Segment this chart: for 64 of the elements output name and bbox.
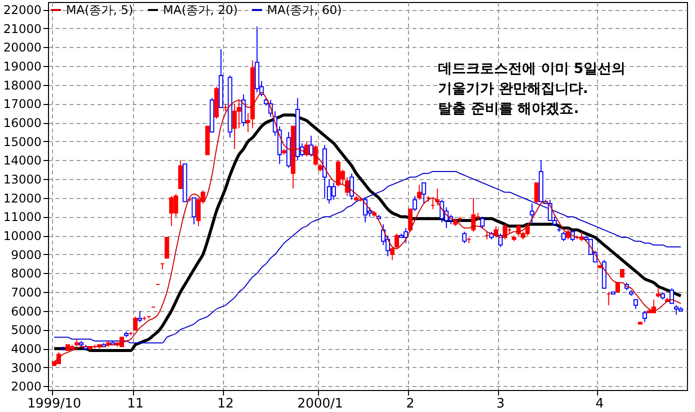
candlestick bbox=[534, 182, 539, 204]
candlestick bbox=[670, 288, 674, 304]
candlestick bbox=[422, 182, 426, 204]
x-tick-label: 1999/10 bbox=[27, 396, 82, 412]
candlestick bbox=[178, 160, 183, 189]
candlestick bbox=[394, 233, 400, 250]
candlestick bbox=[417, 184, 422, 200]
x-tick-label: 2 bbox=[406, 396, 414, 412]
candlestick bbox=[390, 246, 395, 261]
candlestick bbox=[138, 310, 142, 323]
candlestick bbox=[561, 231, 566, 242]
y-tick-label: 22000 bbox=[3, 3, 42, 18]
y-tick-label: 18000 bbox=[3, 78, 42, 92]
y-tick-label: 15000 bbox=[3, 134, 42, 149]
y-tick-label: 6000 bbox=[10, 304, 42, 318]
y-tick-label: 19000 bbox=[3, 60, 42, 74]
candlestick bbox=[412, 196, 418, 212]
candlestick bbox=[169, 196, 174, 227]
y-tick-label: 7000 bbox=[10, 286, 42, 300]
candlestick bbox=[241, 94, 246, 127]
y-tick-label: 4000 bbox=[10, 342, 42, 356]
y-tick-label: 11000 bbox=[3, 210, 42, 224]
x-tick-label: 11 bbox=[127, 396, 144, 412]
y-tick-label: 21000 bbox=[3, 22, 42, 36]
y-tick-label: 8000 bbox=[10, 266, 42, 281]
candlestick bbox=[462, 231, 467, 244]
candlestick bbox=[164, 236, 170, 259]
candlestick bbox=[192, 197, 196, 225]
candlestick bbox=[408, 208, 413, 232]
annotation: 데드크로스전에 이미 5일선의 기울기가 완만해집니다. 탈출 준비를 해야겠죠. bbox=[438, 61, 626, 117]
y-tick-label: 2000 bbox=[10, 380, 42, 394]
legend-label: MA(종가, 20) bbox=[163, 3, 238, 17]
candlestick bbox=[471, 197, 476, 232]
y-tick-label: 12000 bbox=[3, 191, 42, 206]
x-tick-label: 4 bbox=[596, 396, 604, 412]
candlestick bbox=[674, 304, 679, 316]
candlestick bbox=[642, 310, 647, 323]
candlestick bbox=[656, 288, 661, 298]
candlestick bbox=[236, 99, 242, 129]
legend-label: MA(종가, 5) bbox=[66, 3, 134, 17]
y-tick-label: 5000 bbox=[10, 323, 42, 338]
candlestick bbox=[480, 216, 485, 229]
candlestick bbox=[498, 233, 503, 248]
candlestick bbox=[633, 299, 638, 310]
candlestick bbox=[525, 224, 530, 236]
candlestick bbox=[304, 140, 309, 157]
candlestick bbox=[308, 135, 314, 157]
x-tick-label: 12 bbox=[217, 396, 234, 412]
x-tick-label: 2000/1 bbox=[297, 396, 344, 412]
x-tick-label: 3 bbox=[496, 396, 505, 412]
candlestick bbox=[530, 203, 534, 225]
legend-label: MA(종가, 60) bbox=[267, 3, 342, 17]
line-series bbox=[54, 171, 682, 344]
y-tick-label: 13000 bbox=[3, 172, 42, 187]
y-tick-label: 14000 bbox=[3, 154, 42, 168]
candlestick bbox=[331, 182, 336, 200]
y-tick-label: 10000 bbox=[3, 229, 42, 244]
y-tick-label: 16000 bbox=[3, 116, 42, 130]
candlestick bbox=[133, 316, 138, 330]
y-tick-label: 9000 bbox=[10, 248, 42, 262]
y-tick-label: 17000 bbox=[3, 97, 42, 112]
y-tick-label: 20000 bbox=[3, 40, 42, 55]
candlestick bbox=[502, 224, 508, 240]
y-tick-label: 3000 bbox=[10, 360, 42, 375]
